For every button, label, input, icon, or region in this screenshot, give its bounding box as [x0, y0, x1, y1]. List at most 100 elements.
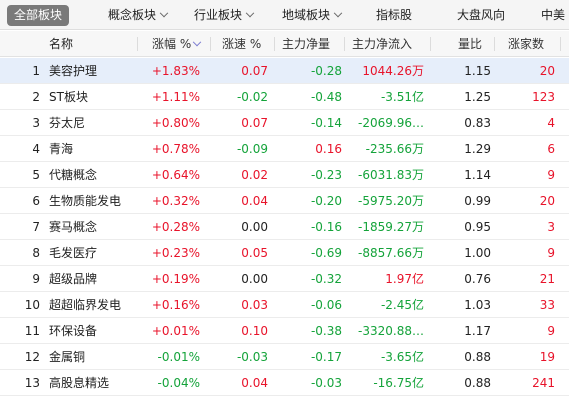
row-index: 6 — [32, 194, 40, 208]
main-net-value: -0.32 — [310, 272, 342, 286]
chevron-down-icon — [159, 8, 169, 18]
change-pct-value: +0.80% — [151, 116, 200, 130]
column-header-volume-ratio[interactable]: 量比 — [458, 31, 488, 57]
volume-ratio-value: 1.00 — [464, 246, 491, 260]
table-row[interactable]: 4 青海 +0.78% -0.09 0.16 -235.66万 1.29 6 — [0, 136, 569, 162]
board-name: 青海 — [49, 142, 74, 156]
board-tab-bar: 全部板块 概念板块 行业板块 地域板块 指标股 大盘风向 中美 — [0, 0, 569, 30]
table-row[interactable]: 1 美容护理 +1.83% 0.07 -0.28 1044.26万 1.15 20 — [0, 58, 569, 84]
tab-sino-us[interactable]: 中美 — [541, 5, 565, 26]
main-net-value: -0.23 — [310, 168, 342, 182]
column-header-label: 涨幅 % — [152, 37, 192, 51]
table-row[interactable]: 2 ST板块 +1.11% -0.02 -0.48 -3.51亿 1.25 123 — [0, 84, 569, 110]
main-net-value: -0.14 — [310, 116, 342, 130]
board-name: ST板块 — [49, 90, 88, 104]
tab-all-boards[interactable]: 全部板块 — [7, 5, 70, 26]
up-count-value: 20 — [539, 64, 555, 78]
volume-ratio-value: 1.29 — [464, 142, 491, 156]
tab-concept-boards[interactable]: 概念板块 — [108, 5, 169, 26]
main-net-value: -0.38 — [310, 324, 342, 338]
change-pct-value: +1.11% — [151, 90, 200, 104]
main-inflow-value: 1.97亿 — [385, 272, 424, 286]
speed-pct-value: 0.03 — [241, 298, 268, 312]
tab-label: 全部板块 — [14, 8, 63, 22]
column-header-speed-pct[interactable]: 涨速 % — [222, 31, 272, 57]
up-count-value: 21 — [539, 272, 555, 286]
board-name: 生物质能发电 — [49, 194, 122, 208]
tab-industry-boards[interactable]: 行业板块 — [194, 5, 255, 26]
change-pct-value: +0.64% — [151, 168, 200, 182]
volume-ratio-value: 1.17 — [464, 324, 491, 338]
tab-index-stocks[interactable]: 指标股 — [376, 5, 412, 26]
up-count-value: 20 — [539, 194, 555, 208]
column-header-change-pct[interactable]: 涨幅 % — [152, 31, 212, 57]
up-count-value: 4 — [547, 116, 555, 130]
change-pct-value: -0.04% — [157, 376, 200, 390]
board-name: 赛马概念 — [49, 220, 98, 234]
table-row[interactable]: 10 超超临界发电 +0.16% 0.03 -0.06 -2.45亿 1.03 33 — [0, 292, 569, 318]
tab-label: 地域板块 — [282, 8, 331, 22]
speed-pct-value: 0.10 — [241, 324, 268, 338]
speed-pct-value: 0.04 — [241, 194, 268, 208]
table-row[interactable]: 11 环保设备 +0.01% 0.10 -0.38 -3320.88… 1.17 9 — [0, 318, 569, 344]
column-header-label: 量比 — [458, 37, 483, 51]
table-row[interactable]: 7 赛马概念 +0.28% 0.00 -0.16 -1859.27万 0.95 3 — [0, 214, 569, 240]
column-header-label: 主力净量 — [282, 37, 331, 51]
board-name: 美容护理 — [49, 64, 98, 78]
row-index: 1 — [32, 64, 40, 78]
board-name: 金属铜 — [49, 350, 86, 364]
row-index: 4 — [32, 142, 40, 156]
row-index: 7 — [32, 220, 40, 234]
table-row[interactable]: 9 超级品牌 +0.19% 0.00 -0.32 1.97亿 0.76 21 — [0, 266, 569, 292]
board-name: 环保设备 — [49, 324, 98, 338]
main-net-value: -0.03 — [310, 376, 342, 390]
board-name: 超级品牌 — [49, 272, 98, 286]
change-pct-value: +0.32% — [151, 194, 200, 208]
main-inflow-value: 1044.26万 — [362, 64, 424, 78]
speed-pct-value: 0.05 — [241, 246, 268, 260]
tab-market-trend[interactable]: 大盘风向 — [457, 5, 505, 26]
main-inflow-value: -2069.96… — [358, 116, 424, 130]
column-header-main-net[interactable]: 主力净量 — [282, 31, 342, 57]
main-inflow-value: -5975.20万 — [358, 194, 424, 208]
change-pct-value: +0.16% — [151, 298, 200, 312]
column-header-name[interactable]: 名称 — [49, 31, 145, 57]
row-index: 8 — [32, 246, 40, 260]
tab-label: 概念板块 — [108, 8, 157, 22]
table-header: 名称 涨幅 % 涨速 % 主力净量 主力净流入 量比 涨家数 — [0, 31, 569, 57]
row-index: 10 — [24, 298, 40, 312]
column-divider — [560, 37, 561, 51]
table-row[interactable]: 3 芬太尼 +0.80% 0.07 -0.14 -2069.96… 0.83 4 — [0, 110, 569, 136]
tab-region-boards[interactable]: 地域板块 — [282, 5, 343, 26]
board-name: 芬太尼 — [49, 116, 86, 130]
table-row[interactable]: 12 金属铜 -0.01% -0.03 -0.17 -3.65亿 0.88 19 — [0, 344, 569, 370]
table-row[interactable]: 6 生物质能发电 +0.32% 0.04 -0.20 -5975.20万 0.99 20 — [0, 188, 569, 214]
table-row[interactable]: 8 毛发医疗 +0.23% 0.05 -0.69 -8857.66万 1.00 9 — [0, 240, 569, 266]
change-pct-value: +0.28% — [151, 220, 200, 234]
row-index: 12 — [24, 350, 40, 364]
change-pct-value: +0.01% — [151, 324, 200, 338]
main-inflow-value: -8857.66万 — [358, 246, 424, 260]
column-header-up-count[interactable]: 涨家数 — [508, 31, 556, 57]
tab-label: 指标股 — [376, 8, 413, 22]
up-count-value: 19 — [539, 350, 555, 364]
speed-pct-value: -0.02 — [236, 90, 268, 104]
volume-ratio-value: 0.76 — [464, 272, 491, 286]
column-divider — [344, 37, 345, 51]
speed-pct-value: 0.00 — [241, 220, 268, 234]
column-divider — [210, 37, 211, 51]
chevron-down-icon — [245, 8, 255, 18]
column-header-label: 涨家数 — [508, 37, 545, 51]
sort-desc-icon — [192, 37, 202, 47]
change-pct-value: -0.01% — [157, 350, 200, 364]
volume-ratio-value: 0.99 — [464, 194, 491, 208]
speed-pct-value: 0.00 — [241, 272, 268, 286]
main-net-value: 0.16 — [315, 142, 342, 156]
row-index: 3 — [32, 116, 40, 130]
main-net-value: -0.69 — [310, 246, 342, 260]
column-header-main-inflow[interactable]: 主力净流入 — [352, 31, 428, 57]
main-inflow-value: -6031.83万 — [358, 168, 424, 182]
table-row[interactable]: 5 代糖概念 +0.64% 0.02 -0.23 -6031.83万 1.14 9 — [0, 162, 569, 188]
table-row[interactable]: 13 高股息精选 -0.04% 0.04 -0.03 -16.75亿 0.88 241 — [0, 370, 569, 396]
speed-pct-value: 0.04 — [241, 376, 268, 390]
